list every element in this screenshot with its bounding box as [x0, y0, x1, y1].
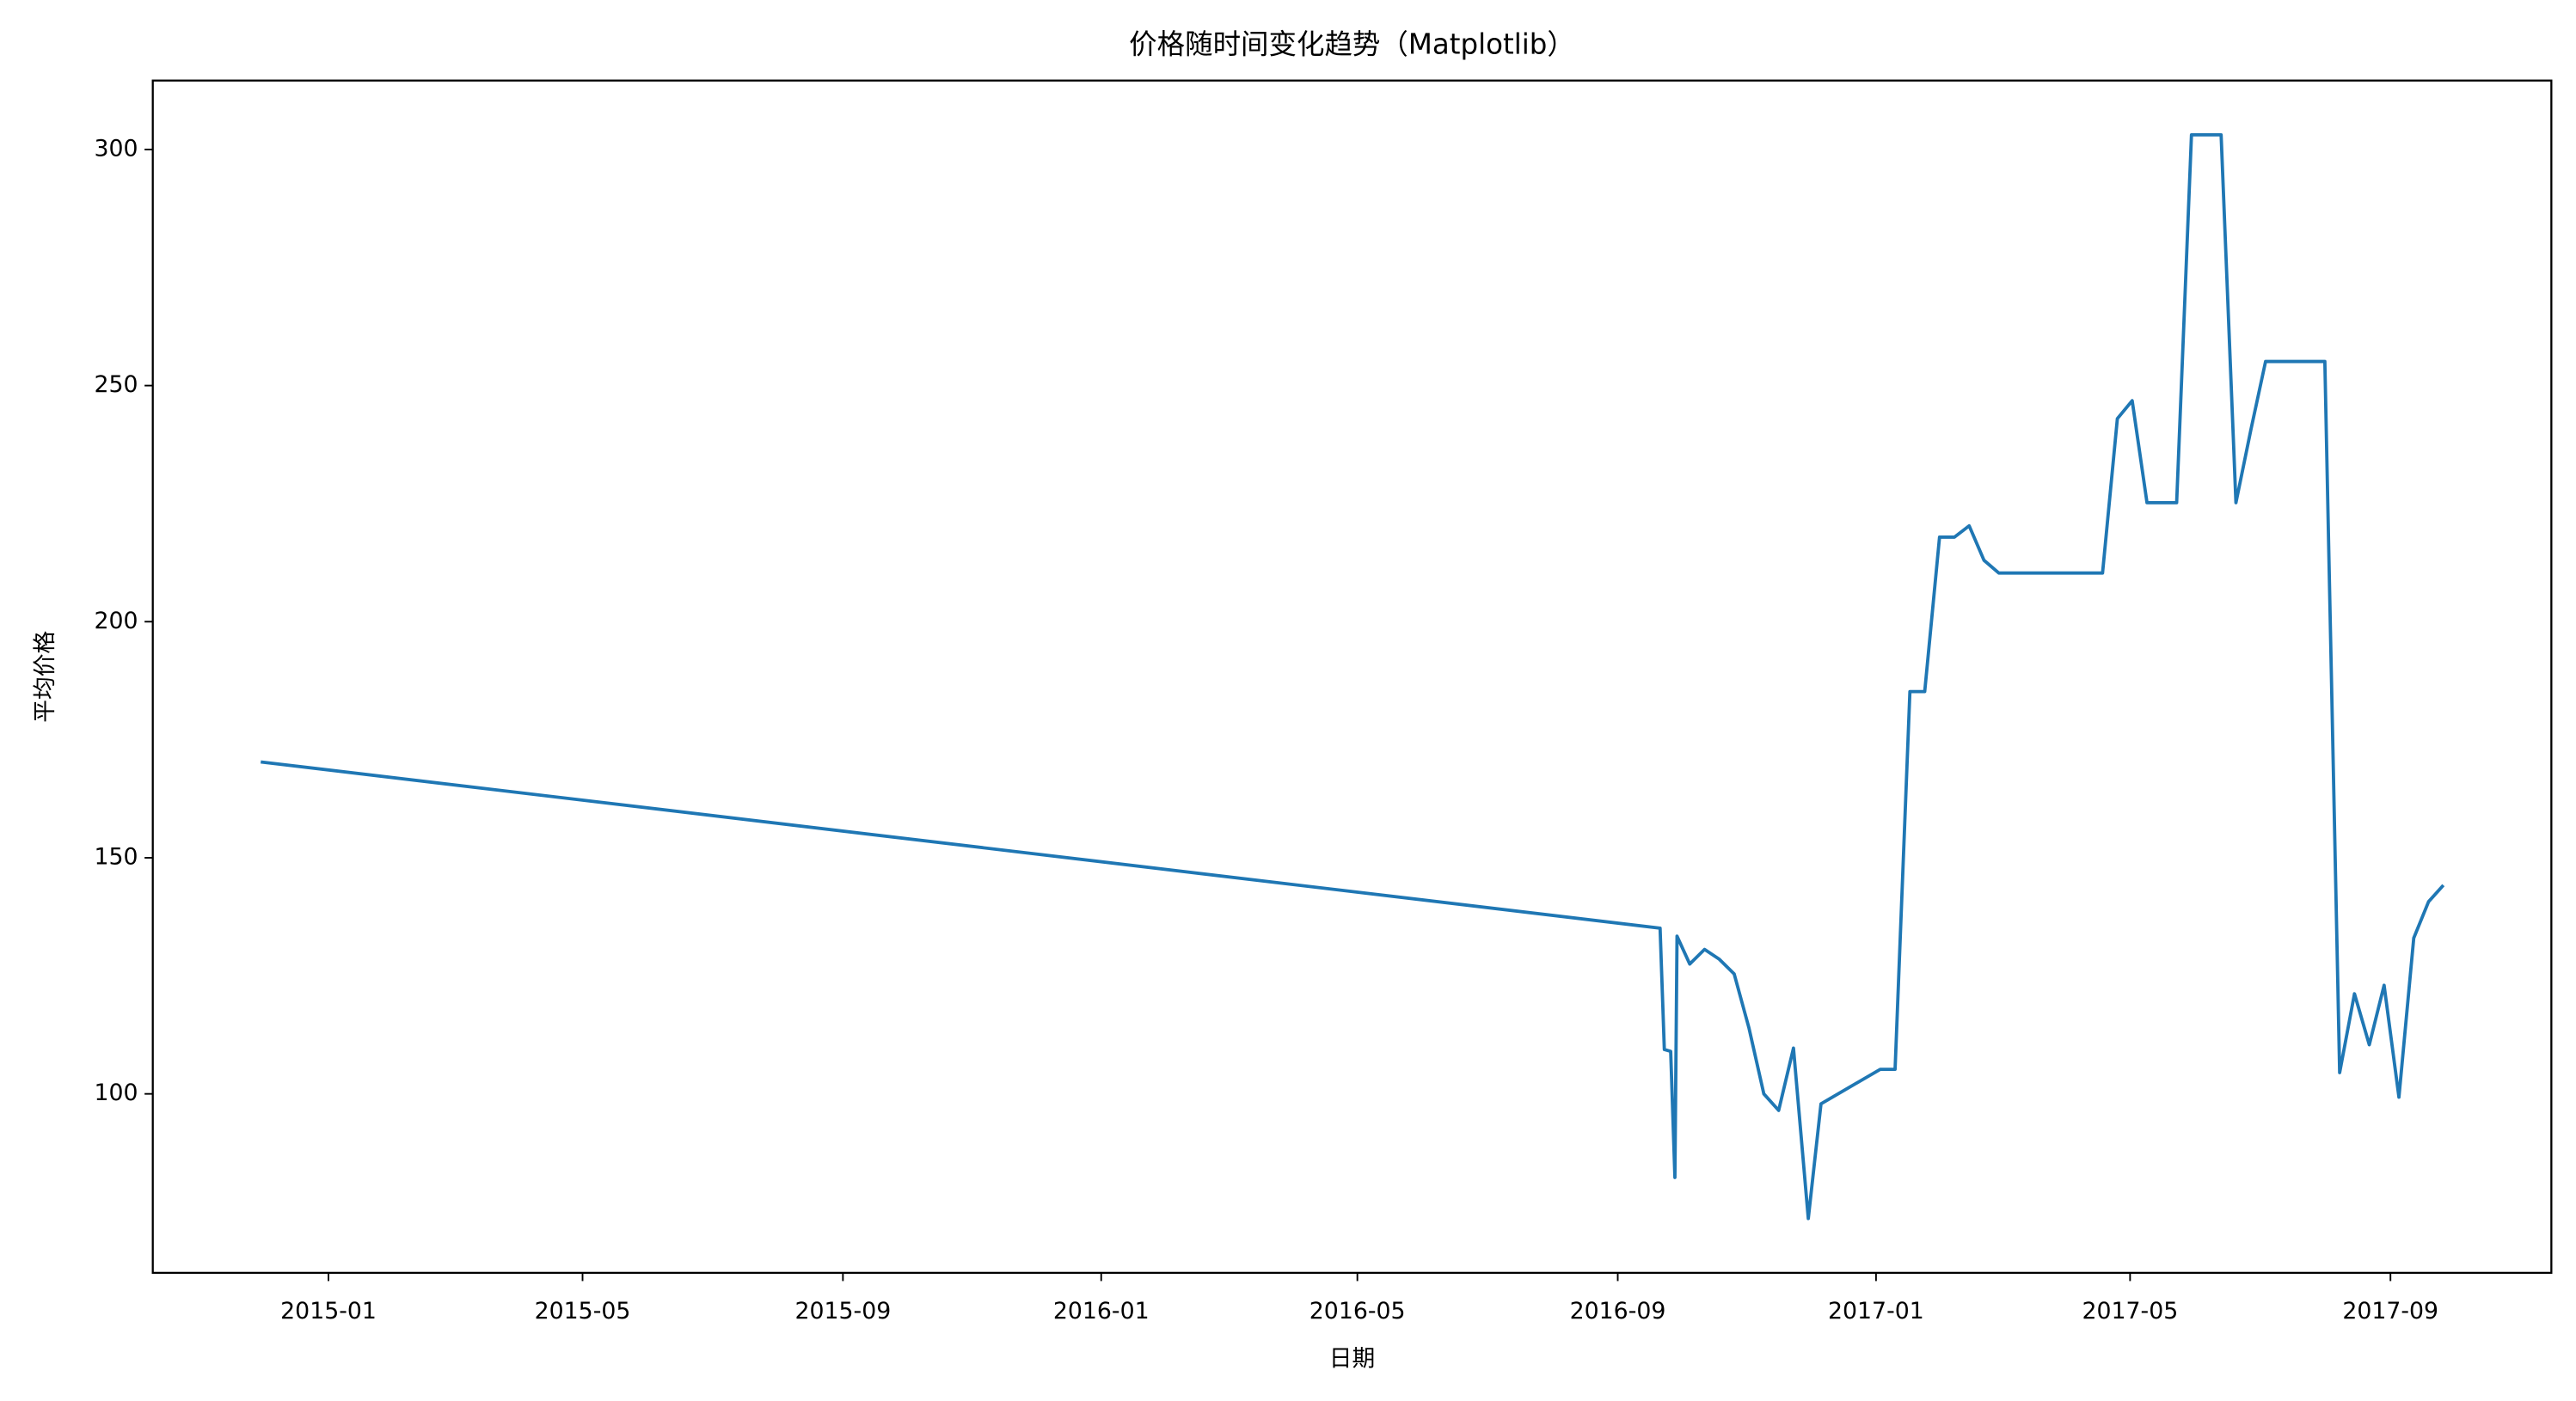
- x-tick-label: 2016-09: [1570, 1298, 1666, 1325]
- x-tick-label: 2017-05: [2082, 1298, 2178, 1325]
- y-tick-label: 200: [94, 608, 138, 634]
- y-tick-label: 300: [94, 135, 138, 162]
- x-axis-label: 日期: [1329, 1346, 1376, 1373]
- x-tick-label: 2015-01: [280, 1298, 377, 1325]
- x-tick-label: 2017-01: [1828, 1298, 1924, 1325]
- y-tick-label: 100: [94, 1080, 138, 1106]
- line: [261, 132, 2445, 1221]
- x-tick-label: 2017-09: [2342, 1298, 2438, 1325]
- x-tick-label: 2015-05: [535, 1298, 631, 1325]
- x-tick-label: 2016-05: [1309, 1298, 1406, 1325]
- chart-title: 价格随时间变化趋势（Matplotlib）: [1129, 28, 1575, 61]
- plot-frame: [151, 79, 2553, 1275]
- x-tick-label: 2015-09: [794, 1298, 891, 1325]
- y-tick-label: 150: [94, 843, 138, 870]
- x-tick-label: 2016-01: [1053, 1298, 1150, 1325]
- y-tick-label: 250: [94, 371, 138, 398]
- y-axis-label: 平均价格: [32, 631, 58, 723]
